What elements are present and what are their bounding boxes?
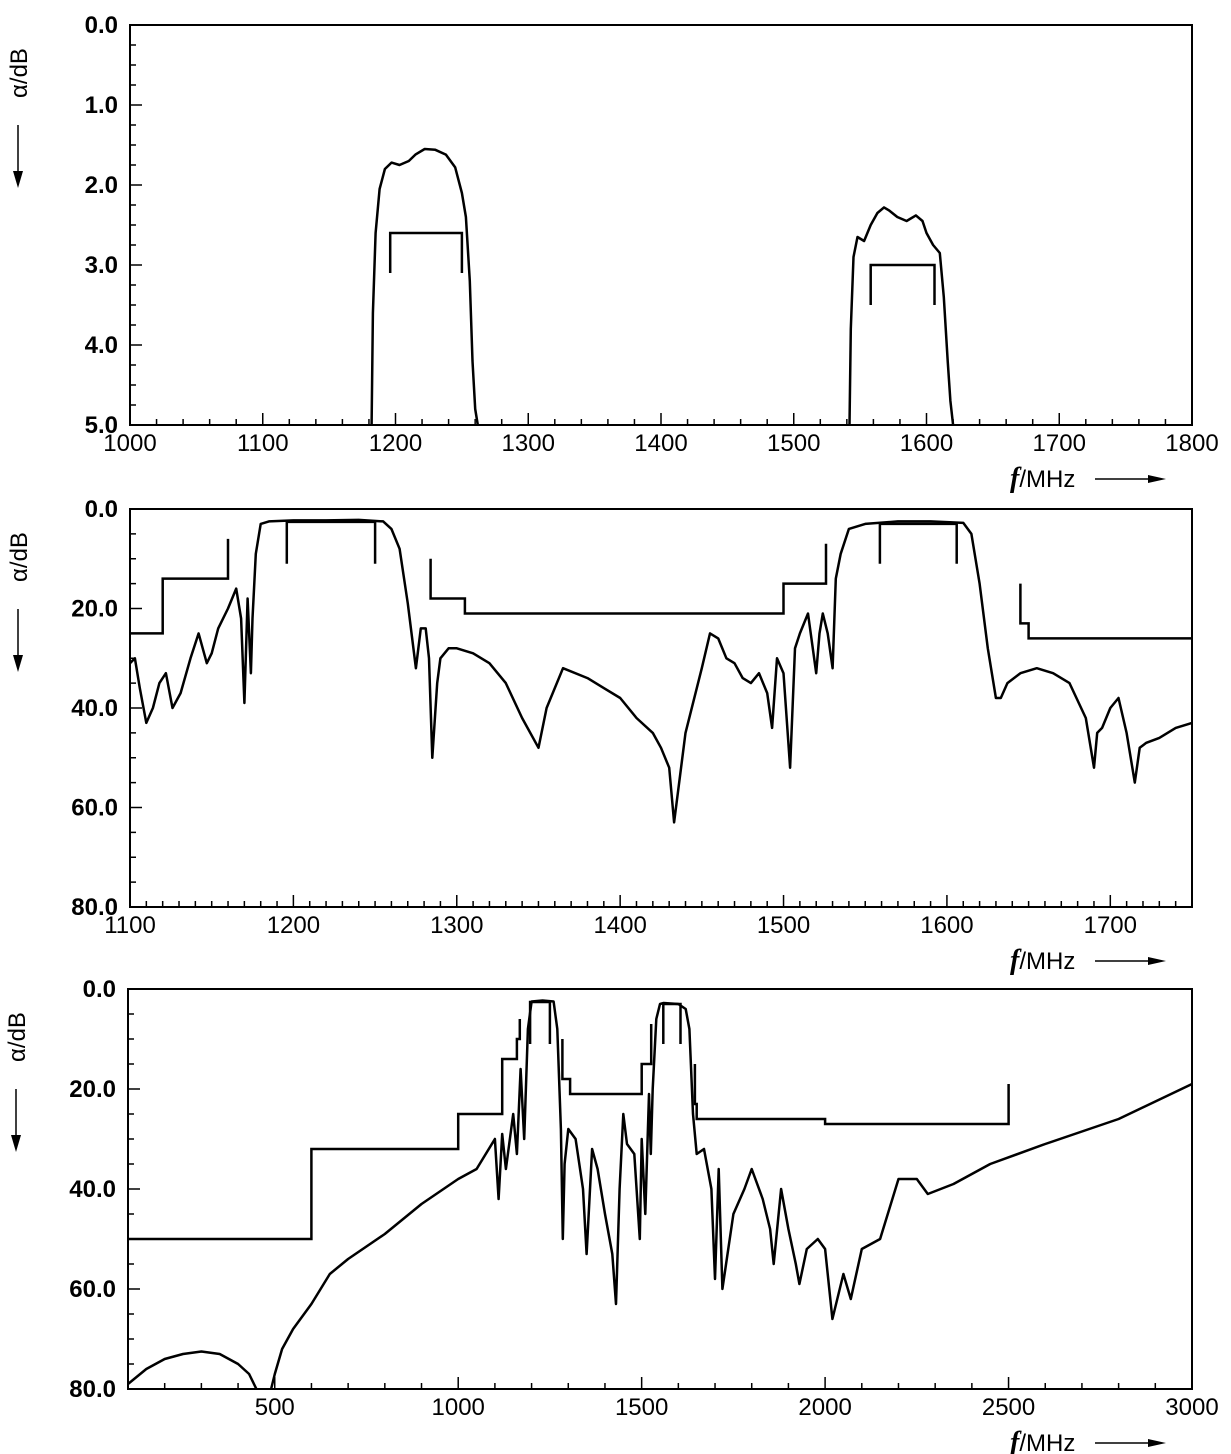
x-tick-label: 1300 [430,912,483,939]
chart-panel-2: 1100 1200 1300 1400 1500 1600 1700 0.0 20.0 40.0 6… [6,496,1193,976]
data-series-line-2 [269,999,1192,1390]
x-tick-label: 1500 [757,912,810,939]
x-tick-label: 2000 [798,1394,851,1421]
x-axis-arrow-head [1148,1439,1166,1447]
tolerance-mask-line-3 [561,1024,653,1096]
x-tick-label: 1000 [432,1394,485,1421]
data-series-line-1 [130,518,1192,824]
y-tick-label: 1.0 [85,92,118,119]
tolerance-mask-line-1 [388,231,464,273]
x-axis-arrow-head [1148,475,1166,483]
tolerance-mask-line-4 [878,522,958,564]
x-tick-label: 1400 [593,912,646,939]
y-axis-title: α/dB [6,48,33,98]
x-tick-label: 1800 [1165,430,1218,457]
x-tick-label: 1200 [369,430,422,457]
tolerance-mask-line-2 [528,1000,552,1044]
x-axis-arrow-head [1148,957,1166,965]
y-tick-label: 0.0 [83,976,116,1003]
y-tick-label: 40.0 [71,695,118,722]
y-tick-label: 40.0 [69,1176,116,1203]
y-tick-label: 2.0 [85,172,118,199]
data-series-line-2 [848,206,955,426]
x-axis-title: f/MHz [1010,463,1075,494]
y-tick-label: 60.0 [71,795,118,822]
x-tick-label: 1100 [237,430,289,457]
x-tick-label: 2500 [982,1394,1035,1421]
y-tick-label: 5.0 [85,412,118,439]
x-tick-label: 1500 [767,430,820,457]
x-tick-label: 1700 [1084,912,1137,939]
x-tick-label: 1000 [103,430,156,457]
y-tick-label: 20.0 [69,1076,116,1103]
y-axis-title: α/dB [4,1012,31,1062]
y-tick-label: 80.0 [69,1376,116,1403]
data-series-line-1 [128,1350,258,1390]
x-tick-label: 1700 [1033,430,1086,457]
x-axis-title: f/MHz [1010,945,1075,976]
tolerance-mask-line-1 [128,1019,522,1241]
plot-frame [127,988,1193,1390]
y-axis-arrow-head [13,171,23,188]
x-tick-label: 1600 [900,430,953,457]
x-tick-label: 500 [255,1394,295,1421]
x-tick-label: 1400 [634,430,687,457]
x-tick-label: 1100 [104,912,156,939]
data-series-line-1 [370,147,480,426]
tolerance-mask-line-5 [693,1064,1010,1126]
y-tick-label: 20.0 [71,596,118,623]
y-tick-label: 80.0 [71,894,118,921]
x-tick-label: 1200 [267,912,320,939]
x-tick-label: 1600 [920,912,973,939]
chart-panel-3: 500 1000 1500 2000 2500 3000 0.0 20.0 40.0 60.0 80… [4,976,1219,1454]
plot-frame [129,24,1193,426]
y-tick-label: 60.0 [69,1276,116,1303]
y-axis-title: α/dB [6,532,33,582]
x-tick-label: 1500 [615,1394,668,1421]
y-axis-arrow-head [11,1135,21,1152]
tolerance-mask-line-2 [869,263,936,305]
x-axis-title: f/MHz [1010,1427,1075,1454]
y-tick-label: 0.0 [85,496,118,523]
tolerance-mask-line-4 [662,1002,682,1044]
tolerance-mask-line-3 [429,543,828,615]
y-tick-label: 0.0 [85,12,118,39]
chart-panel-1: 1000 1100 1200 1300 1400 1500 1600 1700 1800 0.0 1… [6,12,1219,494]
tolerance-mask-line-1 [130,538,230,635]
x-tick-label: 3000 [1165,1394,1218,1421]
y-tick-label: 4.0 [85,332,118,359]
plot-frame [129,508,1193,908]
y-tick-label: 3.0 [85,252,118,279]
tolerance-mask-line-2 [285,520,377,564]
tolerance-mask-line-5 [1019,583,1192,640]
x-tick-label: 1300 [502,430,555,457]
y-axis-arrow-head [13,655,23,672]
